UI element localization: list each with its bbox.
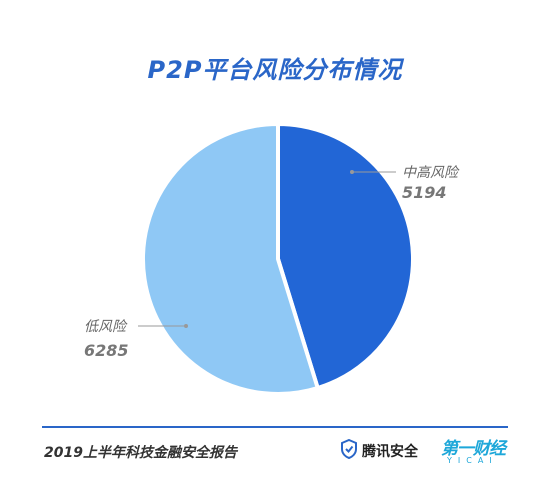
report-title: 2019上半年科技金融安全报告	[44, 445, 237, 461]
pie-slice-high-risk	[276, 122, 415, 391]
pie-slices	[141, 122, 415, 396]
slice-label-low-risk: 低风险 6285	[84, 319, 188, 360]
yicai-logo: 第一财经 YICAI	[441, 434, 507, 468]
tencent-security-text: 腾讯安全	[362, 444, 418, 460]
slice-label-high-risk: 中高风险 5194	[350, 165, 460, 202]
label-low-risk-name: 低风险	[84, 319, 128, 335]
label-high-risk-value: 5194	[402, 183, 447, 202]
yicai-logo-text: 第一财经	[441, 439, 506, 459]
yicai-logo-subtext: YICAI	[447, 456, 498, 465]
pie-chart: 中高风险 5194 低风险 6285	[84, 122, 460, 396]
label-low-risk-value: 6285	[84, 341, 129, 360]
tencent-security-logo: 腾讯安全	[340, 438, 418, 463]
shield-icon	[340, 438, 358, 463]
label-high-risk-name: 中高风险	[402, 165, 460, 181]
footer-divider	[42, 426, 508, 428]
chart-title: P2P平台风险分布情况	[147, 56, 403, 84]
